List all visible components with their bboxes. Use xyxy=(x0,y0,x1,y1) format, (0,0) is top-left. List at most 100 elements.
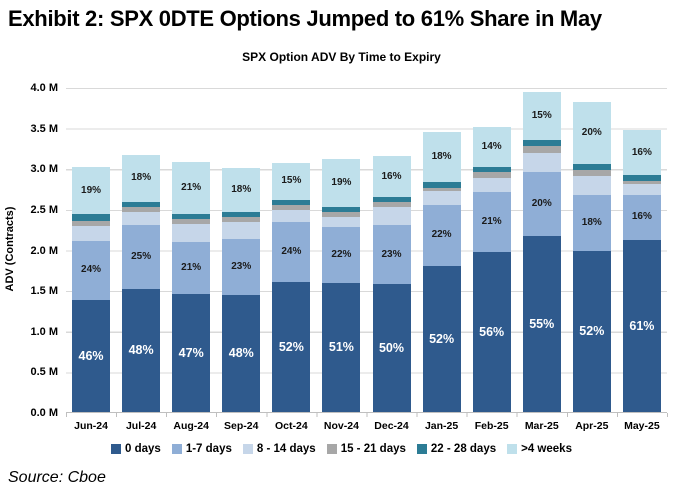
segment-percent-label: 20% xyxy=(581,126,602,138)
bar-segment: 48% xyxy=(122,288,161,412)
bar-segment xyxy=(222,212,261,218)
bar-segment: 46% xyxy=(72,299,111,412)
segment-percent-label: 16% xyxy=(631,146,652,158)
legend-item: 1-7 days xyxy=(171,443,232,455)
x-tick-label: Jan-25 xyxy=(424,420,459,432)
bar-segment xyxy=(122,201,161,207)
y-tick-label: 2.0 M xyxy=(30,244,58,257)
segment-percent-label: 46% xyxy=(78,348,104,363)
bar-segment: 52% xyxy=(422,266,461,412)
bar-slot-sep-24: 48% 23% 18% xyxy=(216,88,266,412)
segment-percent-label: 18% xyxy=(581,216,602,228)
bar-segment xyxy=(522,139,561,147)
segment-percent-label: 48% xyxy=(228,346,254,361)
bar-segment xyxy=(372,207,411,226)
bar-slot-jan-25: 52% 22% 18% xyxy=(417,88,467,412)
legend-swatch-icon xyxy=(416,444,427,454)
segment-percent-label: 21% xyxy=(181,182,202,194)
segment-percent-label: 24% xyxy=(281,246,302,258)
bar-segment xyxy=(472,166,511,173)
segment-percent-label: 15% xyxy=(531,109,552,121)
legend-label: 0 days xyxy=(125,443,161,455)
bar-slot-nov-24: 51% 22% 19% xyxy=(316,88,366,412)
legend-item: 8 - 14 days xyxy=(242,443,316,455)
bar-segment: 55% xyxy=(522,235,561,412)
x-tick-label: Feb-25 xyxy=(474,420,509,432)
source-note: Source: Cboe xyxy=(8,469,106,486)
legend-label: 1-7 days xyxy=(185,443,232,455)
bars-row: 46% 24% 19% 48% 25% 18% 47% 21% 21% 48% 23% 18% 52% 2… xyxy=(66,88,667,412)
segment-percent-label: 51% xyxy=(328,340,354,355)
bar-segment: 18% xyxy=(572,194,611,251)
bar-segment: 22% xyxy=(422,204,461,267)
bar-slot-may-25: 61% 16% 16% xyxy=(617,88,667,412)
legend-item: 15 - 21 days xyxy=(326,443,406,455)
segment-percent-label: 56% xyxy=(479,324,505,339)
bar-segment: 50% xyxy=(372,284,411,412)
stacked-bar-apr-25: 52% 18% 20% xyxy=(572,101,611,412)
x-tick-label: Jul-24 xyxy=(125,420,157,432)
bar-segment xyxy=(522,146,561,153)
segment-percent-label: 22% xyxy=(331,248,352,260)
segment-percent-label: 22% xyxy=(431,229,452,241)
bar-segment xyxy=(372,202,411,208)
segment-percent-label: 14% xyxy=(481,140,502,152)
legend-swatch-icon xyxy=(171,444,182,454)
bar-segment: 61% xyxy=(622,240,661,412)
bar-segment: 16% xyxy=(372,156,411,198)
bar-segment xyxy=(72,213,111,222)
segment-percent-label: 48% xyxy=(128,343,154,358)
legend-item: 22 - 28 days xyxy=(416,443,497,455)
bar-segment: 19% xyxy=(322,158,361,207)
bar-segment xyxy=(422,190,461,205)
bar-segment xyxy=(322,216,361,227)
segment-percent-label: 19% xyxy=(331,176,352,188)
segment-percent-label: 52% xyxy=(429,331,455,346)
x-tick-label: Oct-24 xyxy=(275,420,308,432)
segment-percent-label: 19% xyxy=(81,184,102,196)
segment-percent-label: 61% xyxy=(629,318,655,333)
segment-percent-label: 24% xyxy=(81,264,102,276)
segment-percent-label: 50% xyxy=(378,340,405,355)
y-tick-label: 0.5 M xyxy=(30,366,58,379)
bar-segment: 14% xyxy=(472,126,511,167)
legend-swatch-icon xyxy=(242,444,253,454)
y-axis-tick-labels: 4.0 M 3.5 M 3.0 M 2.5 M 2.0 M 1.5 M 1.0 M 0.5 M… xyxy=(0,82,58,419)
bar-slot-oct-24: 52% 24% 15% xyxy=(266,88,316,412)
bar-segment: 25% xyxy=(122,224,161,289)
chart-legend: 0 days 1-7 days 8 - 14 days 15 - 21 days 22 … xyxy=(0,443,683,455)
bar-segment xyxy=(572,163,611,170)
segment-percent-label: 21% xyxy=(481,216,502,228)
bar-slot-jul-24: 48% 25% 18% xyxy=(116,88,166,412)
segment-percent-label: 18% xyxy=(131,172,152,184)
bar-segment xyxy=(222,221,261,239)
bar-segment: 24% xyxy=(272,222,311,283)
stacked-bar-oct-24: 52% 24% 15% xyxy=(272,162,311,412)
bar-segment: 56% xyxy=(472,252,511,412)
bar-slot-aug-24: 47% 21% 21% xyxy=(166,88,216,412)
legend-label: 22 - 28 days xyxy=(430,443,497,455)
stacked-bar-feb-25: 56% 21% 14% xyxy=(472,126,511,412)
bar-segment xyxy=(72,226,111,241)
bar-segment xyxy=(322,206,361,212)
segment-percent-label: 18% xyxy=(231,184,252,196)
bar-segment: 22% xyxy=(322,226,361,283)
stacked-bar-nov-24: 51% 22% 19% xyxy=(322,158,361,412)
segment-percent-label: 52% xyxy=(579,324,605,339)
bar-segment xyxy=(522,152,561,172)
stacked-bar-mar-25: 55% 20% 15% xyxy=(522,91,561,412)
x-tick-label: Dec-24 xyxy=(374,420,409,432)
bar-segment: 52% xyxy=(272,282,311,412)
bar-segment xyxy=(172,219,211,225)
segment-percent-label: 52% xyxy=(278,339,304,354)
y-tick-label: 1.5 M xyxy=(30,285,58,298)
y-tick-label: 1.0 M xyxy=(30,325,58,338)
plot-area: 46% 24% 19% 48% 25% 18% 47% 21% 21% 48% 23% 18% 52% 2… xyxy=(66,88,667,413)
x-tick-label: Sep-24 xyxy=(224,420,259,432)
bar-segment: 16% xyxy=(622,130,661,176)
bar-slot-dec-24: 50% 23% 16% xyxy=(366,88,416,412)
bar-segment: 23% xyxy=(222,238,261,295)
x-tick-label: Jun-24 xyxy=(74,420,108,432)
stacked-bar-jun-24: 46% 24% 19% xyxy=(72,167,111,412)
legend-swatch-icon xyxy=(507,444,518,454)
